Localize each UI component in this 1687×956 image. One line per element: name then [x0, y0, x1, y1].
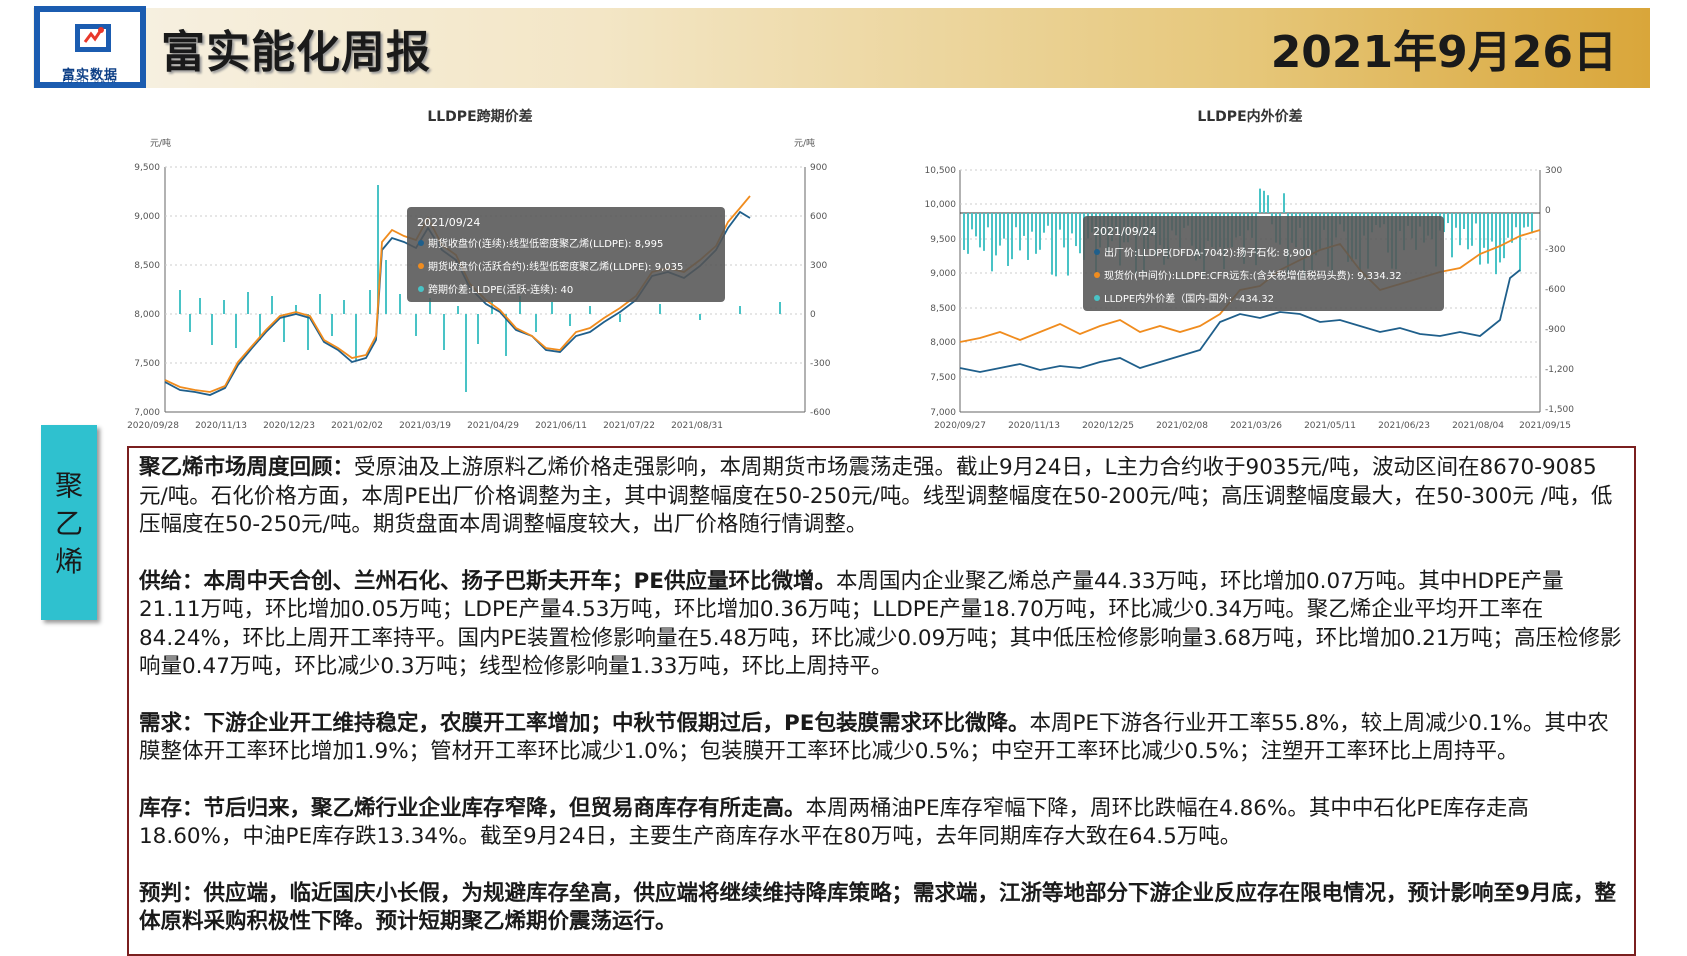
x-tick: 2021/08/04 — [1452, 421, 1504, 431]
x-tick: 2020/09/28 — [127, 421, 179, 431]
y-tick: 10,500 — [925, 166, 957, 176]
report-date: 2021年9月26日 — [1270, 27, 1617, 78]
x-tick: 2021/02/08 — [1156, 421, 1208, 431]
y2-tick: 0 — [1545, 206, 1551, 216]
y-tick: 7,000 — [134, 408, 160, 418]
y2-tick: -900 — [1545, 325, 1566, 335]
y2-tick: 900 — [810, 163, 827, 173]
y-tick: 9,000 — [134, 212, 160, 222]
x-tick: 2021/03/26 — [1230, 421, 1282, 431]
y2-tick: 0 — [810, 310, 816, 320]
y-tick: 8,000 — [134, 310, 160, 320]
x-tick: 2021/02/02 — [331, 421, 383, 431]
paragraph-heading: 预判：供应端，临近国庆小长假，为规避库存垒高，供应端将继续维持降库策略；需求端，… — [139, 880, 1616, 935]
y-tick: 10,000 — [925, 200, 957, 210]
paragraph-body: 本周PE下游各行业开工率55.8%，较上周减少0.1%。其中农膜整体开工率环比增… — [139, 710, 1609, 765]
x-tick: 2021/04/29 — [467, 421, 519, 431]
tooltip-line2: 现货价(中间价):LLDPE:CFR远东:(含关税增值税码头费): 9,334.… — [1104, 269, 1402, 282]
y-tick: 7,500 — [930, 373, 956, 383]
y2-tick: -300 — [810, 359, 831, 369]
y-tick: 7,000 — [930, 408, 956, 418]
y2-tick: -1,500 — [1545, 405, 1574, 415]
y2-tick: 300 — [810, 261, 827, 271]
tab-char: 乙 — [54, 507, 83, 540]
x-tick: 2021/03/19 — [399, 421, 451, 431]
right-axis-unit: 元/吨 — [794, 137, 815, 149]
paragraph-demand: 需求：下游企业开工维持稳定，农膜开工率增加；中秋节假期过后，PE包装膜需求环比微… — [139, 710, 1624, 767]
tooltip-line3: LLDPE内外价差（国内-国外: -434.32 — [1104, 292, 1274, 305]
paragraph-body: 受原油及上游原料乙烯价格走强影响，本周期货市场震荡走强。截止9月24日，L主力合… — [139, 455, 1613, 537]
y-tick: 8,000 — [930, 338, 956, 348]
spread-bars — [179, 185, 781, 392]
chart-tooltip: 2021/09/24 期货收盘价(连续):线型低密度聚乙烯(LLDPE): 8,… — [407, 207, 725, 302]
tooltip-line1: 期货收盘价(连续):线型低密度聚乙烯(LLDPE): 8,995 — [428, 237, 663, 250]
y2-tick: 300 — [1545, 166, 1562, 176]
paragraph-body: 本周两桶油PE库存窄幅下降，周环比跌幅在4.86%。其中中石化PE库存走高18.… — [139, 795, 1529, 850]
x-tick: 2020/09/27 — [934, 421, 986, 431]
section-tab-polyethylene: 聚 乙 烯 — [41, 425, 97, 620]
x-tick: 2021/05/11 — [1304, 421, 1356, 431]
paragraph-weekly-review: 聚乙烯市场周度回顾：受原油及上游原料乙烯价格走强影响，本周期货市场震荡走强。截止… — [139, 454, 1624, 540]
x-tick: 2020/12/25 — [1082, 421, 1134, 431]
logo-text: 富实数据 — [61, 68, 118, 83]
market-review-box: 聚乙烯市场周度回顾：受原油及上游原料乙烯价格走强影响，本周期货市场震荡走强。截止… — [127, 446, 1636, 956]
paragraph-outlook: 预判：供应端，临近国庆小长假，为规避库存垒高，供应端将继续维持降库策略；需求端，… — [139, 880, 1624, 937]
tooltip-line3: 跨期价差:LLDPE(活跃-连续): 40 — [428, 283, 573, 296]
chart-title: LLDPE跨期价差 — [427, 108, 532, 125]
y-tick: 9,000 — [930, 269, 956, 279]
series-exfactory-line — [959, 269, 1521, 373]
tooltip-line2: 期货收盘价(活跃合约):线型低密度聚乙烯(LLDPE): 9,035 — [428, 260, 683, 273]
tooltip-date: 2021/09/24 — [417, 216, 480, 229]
tooltip-line1: 出厂价:LLDPE(DFDA-7042):扬子石化: 8,900 — [1104, 246, 1312, 259]
x-tick: 2020/11/13 — [1008, 421, 1060, 431]
x-tick: 2021/06/23 — [1378, 421, 1430, 431]
paragraph-heading: 库存：节后归来，聚乙烯行业企业库存窄降，但贸易商库存有所走高。 — [139, 795, 806, 821]
y-tick: 9,500 — [930, 235, 956, 245]
logo-mark-icon — [75, 24, 111, 52]
tooltip-date: 2021/09/24 — [1093, 225, 1156, 238]
paragraph-body: 本周国内企业聚乙烯总产量44.33万吨，环比增加0.07万吨。其中HDPE产量2… — [139, 568, 1622, 680]
x-tick: 2021/07/22 — [603, 421, 655, 431]
y2-tick: -1,200 — [1545, 365, 1574, 375]
chart-lldpe-domestic-foreign-spread: LLDPE内外价差 10,500 10,000 9,500 9,000 8,50… — [900, 100, 1620, 440]
report-title: 富实能化周报 — [161, 27, 431, 78]
y2-tick: -600 — [810, 408, 831, 418]
x-tick: 2021/09/15 — [1519, 421, 1571, 431]
chart-tooltip: 2021/09/24 出厂价:LLDPE(DFDA-7042):扬子石化: 8,… — [1083, 216, 1444, 311]
paragraph-heading: 需求：下游企业开工维持稳定，农膜开工率增加；中秋节假期过后，PE包装膜需求环比微… — [139, 710, 1030, 736]
y2-tick: -600 — [1545, 285, 1566, 295]
paragraph-heading: 聚乙烯市场周度回顾： — [139, 455, 355, 480]
chart-lldpe-spread: LLDPE跨期价差 元/吨 元/吨 9,500 9,000 8,500 8,00… — [120, 100, 840, 440]
x-tick: 2021/08/31 — [671, 421, 723, 431]
y-tick: 8,500 — [134, 261, 160, 271]
logo-subtext: FUSHI DATA — [62, 78, 118, 85]
y-tick: 9,500 — [134, 163, 160, 173]
y2-tick: -300 — [1545, 245, 1566, 255]
y-tick: 8,500 — [930, 304, 956, 314]
x-tick: 2021/06/11 — [535, 421, 587, 431]
paragraph-heading: 供给：本周中天合创、兰州石化、扬子巴斯夫开车；PE供应量环比微增。 — [139, 568, 836, 594]
y-tick: 7,500 — [134, 359, 160, 369]
chart-title: LLDPE内外价差 — [1197, 108, 1302, 125]
paragraph-inventory: 库存：节后归来，聚乙烯行业企业库存窄降，但贸易商库存有所走高。本周两桶油PE库存… — [139, 795, 1624, 852]
company-logo: 富实数据 FUSHI DATA — [34, 6, 146, 88]
tab-char: 聚 — [54, 469, 83, 502]
paragraph-supply: 供给：本周中天合创、兰州石化、扬子巴斯夫开车；PE供应量环比微增。本周国内企业聚… — [139, 568, 1624, 682]
left-axis-unit: 元/吨 — [150, 137, 171, 149]
header-banner — [33, 8, 1650, 88]
y2-tick: 600 — [810, 212, 827, 222]
x-tick: 2020/12/23 — [263, 421, 315, 431]
tab-char: 烯 — [54, 545, 83, 578]
x-tick: 2020/11/13 — [195, 421, 247, 431]
